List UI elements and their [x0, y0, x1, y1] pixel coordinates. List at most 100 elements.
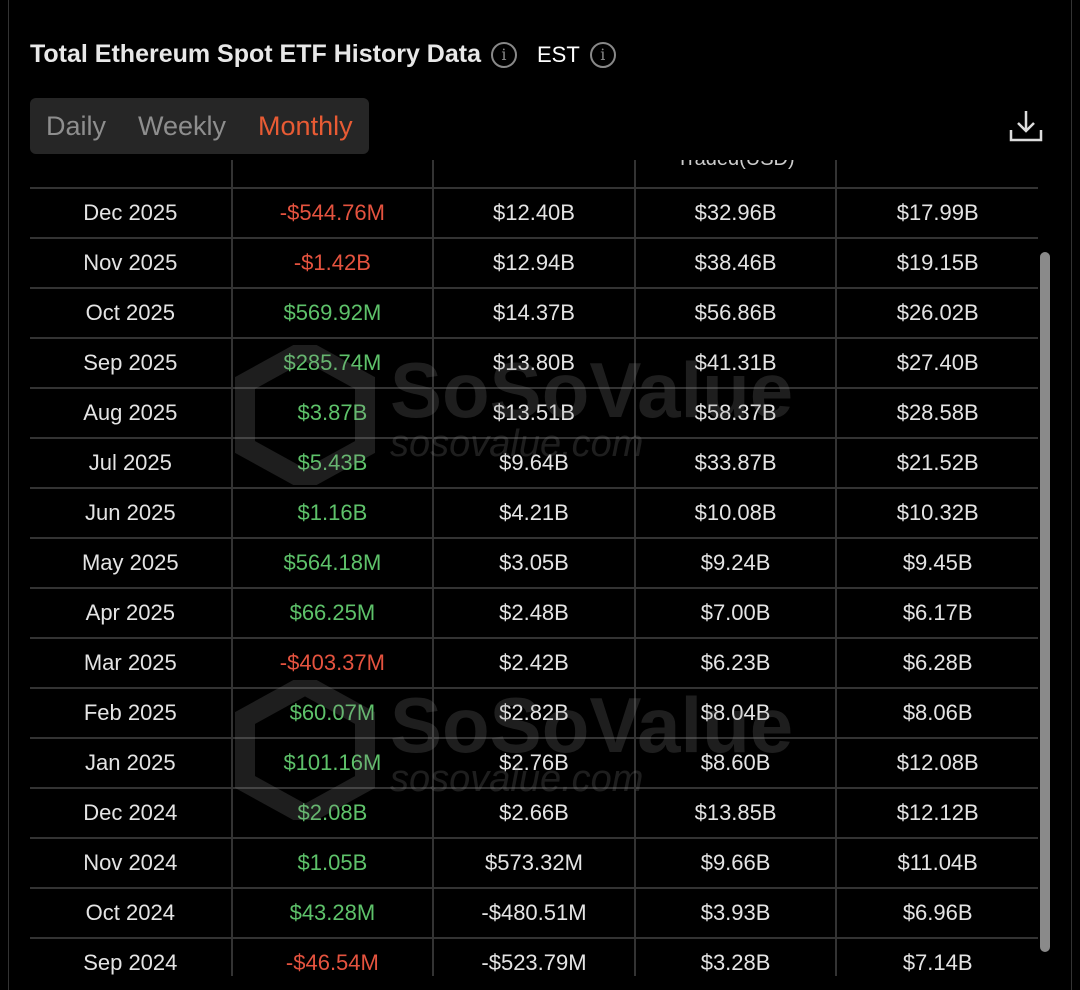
table-row: Apr 2025 $66.25M $2.48B $7.00B $6.17B — [30, 587, 1038, 639]
table-row: Dec 2025 -$544.76M $12.40B $32.96B $17.99B — [30, 187, 1038, 239]
value-cell: $12.40B — [432, 187, 636, 239]
value-cell: $13.80B — [432, 337, 636, 389]
value-cell: $60.07M — [230, 687, 435, 739]
table-row: Feb 2025 $60.07M $2.82B $8.04B $8.06B — [30, 687, 1038, 739]
value-cell: $2.82B — [432, 687, 636, 739]
value-cell: $32.96B — [633, 187, 838, 239]
value-cell: $2.08B — [230, 787, 435, 839]
scrollbar[interactable] — [1040, 252, 1050, 952]
timezone-label: EST — [536, 41, 580, 67]
value-cell: -$46.54M — [230, 937, 435, 976]
table-row: Oct 2025 $569.92M $14.37B $56.86B $26.02B — [30, 287, 1038, 339]
date-cell: Sep 2024 — [30, 937, 233, 976]
period-tabs: Daily Weekly Monthly — [30, 98, 369, 154]
value-cell: -$403.37M — [230, 637, 435, 689]
value-cell: $58.37B — [633, 387, 838, 439]
header: Total Ethereum Spot ETF History Data i E… — [30, 40, 616, 69]
tab-monthly[interactable]: Monthly — [258, 110, 353, 141]
table-row: Dec 2024 $2.08B $2.66B $13.85B $12.12B — [30, 787, 1038, 839]
value-cell: $43.28M — [230, 887, 435, 939]
value-cell: $12.12B — [835, 787, 1038, 839]
date-cell: Dec 2025 — [30, 187, 233, 239]
value-cell: $10.08B — [633, 487, 838, 539]
value-cell: $2.76B — [432, 737, 636, 789]
table-row: Nov 2024 $1.05B $573.32M $9.66B $11.04B — [30, 837, 1038, 889]
value-cell: $26.02B — [835, 287, 1038, 339]
value-cell: $2.42B — [432, 637, 636, 689]
date-cell: Apr 2025 — [30, 587, 233, 639]
page-title: Total Ethereum Spot ETF History Data — [30, 40, 481, 68]
value-cell: $13.51B — [432, 387, 636, 439]
value-cell: $21.52B — [835, 437, 1038, 489]
value-cell: $28.58B — [835, 387, 1038, 439]
value-cell: $9.66B — [633, 837, 838, 889]
column-header — [230, 160, 435, 189]
value-cell: $5.43B — [230, 437, 435, 489]
value-cell: $3.87B — [230, 387, 435, 439]
value-cell: $4.21B — [432, 487, 636, 539]
date-cell: Nov 2024 — [30, 837, 233, 889]
table-row: Oct 2024 $43.28M -$480.51M $3.93B $6.96B — [30, 887, 1038, 939]
table-row: Sep 2025 $285.74M $13.80B $41.31B $27.40B — [30, 337, 1038, 389]
value-cell: -$523.79M — [432, 937, 636, 976]
download-icon[interactable] — [1008, 108, 1044, 144]
date-cell: May 2025 — [30, 537, 233, 589]
value-cell: $56.86B — [633, 287, 838, 339]
value-cell: $7.00B — [633, 587, 838, 639]
table-row: Nov 2025 -$1.42B $12.94B $38.46B $19.15B — [30, 237, 1038, 289]
value-cell: $33.87B — [633, 437, 838, 489]
date-cell: Oct 2024 — [30, 887, 233, 939]
date-cell: Jul 2025 — [30, 437, 233, 489]
value-cell: -$480.51M — [432, 887, 636, 939]
value-cell: $38.46B — [633, 237, 838, 289]
value-cell: $10.32B — [835, 487, 1038, 539]
panel-frame — [8, 0, 1072, 990]
table-row: Jul 2025 $5.43B $9.64B $33.87B $21.52B — [30, 437, 1038, 489]
value-cell: $1.05B — [230, 837, 435, 889]
value-cell: $573.32M — [432, 837, 636, 889]
column-header — [835, 160, 1038, 189]
date-cell: Mar 2025 — [30, 637, 233, 689]
date-cell: Oct 2025 — [30, 287, 233, 339]
value-cell: $12.94B — [432, 237, 636, 289]
value-cell: $569.92M — [230, 287, 435, 339]
value-cell: $12.08B — [835, 737, 1038, 789]
date-cell: Nov 2025 — [30, 237, 233, 289]
value-cell: $8.04B — [633, 687, 838, 739]
table-row: Mar 2025 -$403.37M $2.42B $6.23B $6.28B — [30, 637, 1038, 689]
tab-weekly[interactable]: Weekly — [138, 110, 227, 141]
date-cell: Jan 2025 — [30, 737, 233, 789]
tab-daily[interactable]: Daily — [46, 110, 107, 141]
value-cell: $6.96B — [835, 887, 1038, 939]
value-cell: $41.31B — [633, 337, 838, 389]
date-cell: Jun 2025 — [30, 487, 233, 539]
date-cell: Sep 2025 — [30, 337, 233, 389]
value-cell: $3.28B — [633, 937, 838, 976]
table-row: Jun 2025 $1.16B $4.21B $10.08B $10.32B — [30, 487, 1038, 539]
value-cell: $6.23B — [633, 637, 838, 689]
table-row: Sep 2024 -$46.54M -$523.79M $3.28B $7.14B — [30, 937, 1038, 976]
value-cell: $9.64B — [432, 437, 636, 489]
timezone-info-icon[interactable]: i — [589, 41, 616, 68]
table-row: Aug 2025 $3.87B $13.51B $58.37B $28.58B — [30, 387, 1038, 439]
value-cell: $3.93B — [633, 887, 838, 939]
value-cell: $17.99B — [835, 187, 1038, 239]
column-header — [432, 160, 636, 189]
value-cell: -$1.42B — [230, 237, 435, 289]
column-header — [30, 160, 233, 189]
date-cell: Feb 2025 — [30, 687, 233, 739]
table-row: May 2025 $564.18M $3.05B $9.24B $9.45B — [30, 537, 1038, 589]
info-icon[interactable]: i — [490, 41, 517, 68]
value-cell: $3.05B — [432, 537, 636, 589]
value-cell: $9.24B — [633, 537, 838, 589]
value-cell: $13.85B — [633, 787, 838, 839]
table-row: Jan 2025 $101.16M $2.76B $8.60B $12.08B — [30, 737, 1038, 789]
value-cell: $14.37B — [432, 287, 636, 339]
value-cell: $1.16B — [230, 487, 435, 539]
value-cell: $19.15B — [835, 237, 1038, 289]
value-cell: $66.25M — [230, 587, 435, 639]
value-cell: $564.18M — [230, 537, 435, 589]
value-cell: $6.17B — [835, 587, 1038, 639]
value-cell: $9.45B — [835, 537, 1038, 589]
date-cell: Dec 2024 — [30, 787, 233, 839]
